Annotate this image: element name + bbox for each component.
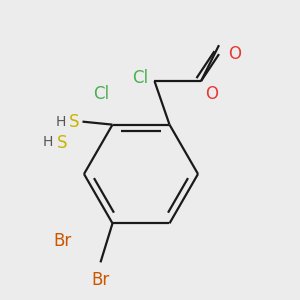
Text: O: O: [206, 85, 218, 103]
Text: Cl: Cl: [132, 69, 148, 87]
Text: Cl: Cl: [93, 85, 110, 103]
Text: H: H: [42, 136, 52, 149]
Text: S: S: [69, 112, 80, 130]
Text: H: H: [56, 115, 66, 129]
Text: Br: Br: [54, 232, 72, 250]
Text: S: S: [57, 134, 68, 152]
Text: Br: Br: [92, 272, 110, 290]
Text: O: O: [228, 45, 241, 63]
